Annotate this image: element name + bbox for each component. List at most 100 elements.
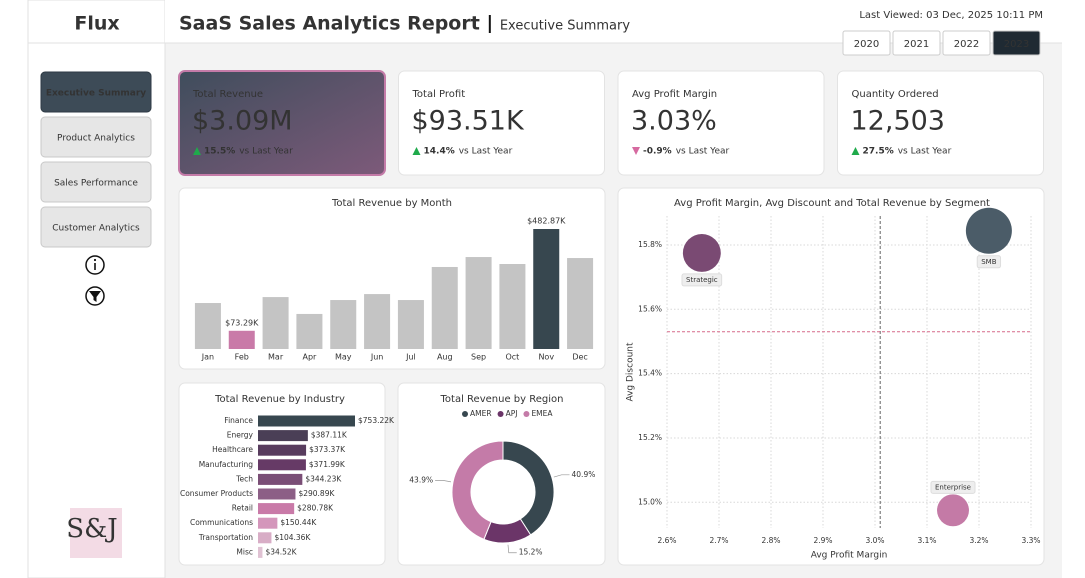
- point-label: Enterprise: [935, 483, 971, 491]
- year-button[interactable]: [842, 30, 891, 56]
- x-tick-label: Apr: [302, 353, 317, 362]
- nav-button[interactable]: [40, 206, 152, 248]
- last-viewed: Last Viewed: 03 Dec, 2025 10:11 PM: [859, 10, 1043, 21]
- bar: [397, 300, 424, 349]
- nav-label: Product Analytics: [57, 134, 135, 144]
- bar: [465, 257, 492, 349]
- x-tick-label: May: [335, 353, 352, 362]
- x-tick-label: 2.7%: [709, 536, 728, 545]
- chart-title: Avg Profit Margin, Avg Discount and Tota…: [674, 198, 990, 209]
- kpi-label: Total Revenue: [192, 89, 263, 100]
- nav-label: Executive Summary: [46, 89, 146, 99]
- x-tick-label: 2.9%: [813, 536, 832, 545]
- data-label: $373.37K: [309, 445, 346, 454]
- bar: [258, 444, 307, 456]
- x-axis-label: Avg Profit Margin: [811, 551, 888, 561]
- kpi-card: [398, 70, 605, 176]
- data-label: $387.11K: [311, 431, 348, 440]
- kpi-change: -0.9%: [643, 147, 672, 157]
- y-tick-label: 15.6%: [638, 304, 662, 313]
- bar: [262, 297, 289, 349]
- kpi-note: vs Last Year: [898, 147, 952, 157]
- y-tick-label: 15.8%: [638, 240, 662, 249]
- info-icon-dot: [93, 258, 97, 262]
- y-tick-label: Energy: [227, 431, 254, 440]
- kpi-card: [617, 70, 825, 176]
- bar: [533, 229, 560, 349]
- point-label: SMB: [981, 258, 996, 266]
- kpi-value: $3.09M: [192, 106, 293, 137]
- x-tick-label: Mar: [268, 353, 284, 362]
- kpi-value: $93.51K: [412, 106, 525, 137]
- y-tick-label: Communications: [190, 518, 253, 527]
- point-label-bg: [930, 480, 976, 494]
- chart-title: Total Revenue by Month: [331, 198, 452, 209]
- year-button[interactable]: [942, 30, 991, 56]
- bar: [258, 459, 306, 471]
- leader-line: [435, 480, 452, 483]
- point-label-bg: [976, 255, 1002, 269]
- bar: [258, 503, 295, 515]
- bar: [499, 264, 526, 349]
- x-tick-label: Nov: [538, 353, 554, 362]
- legend-label: AMER: [470, 409, 492, 418]
- y-tick-label: 15.0%: [638, 497, 662, 506]
- x-tick-label: 3.1%: [917, 536, 936, 545]
- y-tick-label: 15.2%: [638, 433, 662, 442]
- kpi-arrow: [412, 147, 421, 155]
- nav-button[interactable]: [40, 116, 152, 158]
- nav-button[interactable]: [40, 71, 152, 113]
- legend-marker: [523, 411, 530, 417]
- brand-logo: S&J: [66, 514, 117, 544]
- y-tick-label: Transportation: [198, 533, 253, 542]
- bubble: [682, 234, 721, 272]
- x-tick-label: 2.8%: [761, 536, 780, 545]
- kpi-label: Avg Profit Margin: [632, 89, 717, 100]
- x-tick-label: Aug: [437, 353, 453, 362]
- bar: [228, 330, 255, 349]
- data-label: 15.2%: [519, 548, 543, 557]
- y-tick-label: Retail: [232, 504, 253, 513]
- kpi-value: 3.03%: [631, 106, 717, 137]
- card: [617, 187, 1045, 566]
- data-label: $150.44K: [280, 518, 317, 527]
- legend-label: EMEA: [531, 409, 553, 418]
- year-button[interactable]: [992, 30, 1041, 56]
- x-tick-label: Feb: [235, 353, 249, 362]
- bar: [258, 517, 278, 529]
- kpi-change: 14.4%: [424, 147, 455, 157]
- year-button[interactable]: [892, 30, 941, 56]
- y-tick-label: Misc: [236, 547, 253, 556]
- kpi-arrow: [193, 147, 201, 155]
- kpi-note: vs Last Year: [459, 147, 513, 157]
- y-tick-label: 15.4%: [638, 369, 662, 378]
- nav-button[interactable]: [40, 161, 152, 203]
- data-label: $482.87K: [527, 217, 566, 226]
- kpi-arrow: [632, 147, 640, 155]
- year-label: 2022: [954, 39, 979, 50]
- x-tick-label: Jul: [405, 353, 416, 362]
- data-label: $34.52K: [265, 547, 297, 556]
- x-tick-label: Dec: [572, 353, 587, 362]
- data-label: $344.23K: [305, 474, 342, 483]
- nav-label: Sales Performance: [54, 179, 138, 189]
- nav-label: Customer Analytics: [52, 224, 140, 234]
- data-label: $371.99K: [309, 460, 346, 469]
- bubble: [965, 207, 1012, 254]
- report-title: SaaS Sales Analytics Report: [179, 13, 480, 35]
- kpi-label: Total Profit: [412, 89, 466, 100]
- card: [397, 382, 606, 566]
- year-label: 2023: [1004, 39, 1029, 50]
- y-axis-label: Avg Discount: [626, 342, 636, 402]
- brand-badge: [70, 508, 122, 558]
- bar: [431, 266, 458, 349]
- kpi-card: [837, 70, 1044, 176]
- kpi-change: 27.5%: [863, 147, 894, 157]
- bar: [258, 546, 263, 558]
- y-tick-label: Consumer Products: [180, 489, 253, 498]
- filter-icon-funnel: [89, 291, 101, 302]
- bubble: [937, 494, 969, 527]
- year-label: 2021: [904, 39, 929, 50]
- x-tick-label: Jan: [201, 353, 214, 362]
